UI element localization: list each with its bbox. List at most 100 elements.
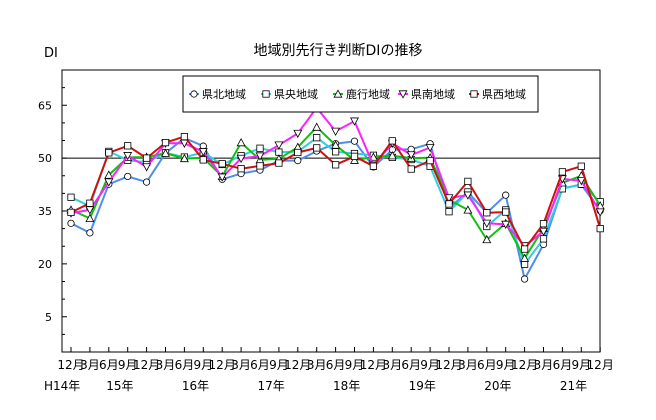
data-point (398, 90, 408, 99)
x-tick-label: 3月 (534, 358, 554, 372)
data-point (539, 227, 548, 237)
x-tick-label: 12月 (511, 358, 538, 372)
x-tick-label: 3月 (80, 358, 100, 372)
y-axis-label: DI (44, 46, 58, 61)
x-tick-label: 3月 (458, 358, 478, 372)
data-point (256, 162, 264, 170)
data-point (520, 275, 529, 283)
data-point (482, 234, 492, 244)
data-point (143, 178, 151, 186)
series-layer (66, 104, 605, 283)
data-point (190, 90, 198, 98)
data-point (331, 148, 340, 156)
data-point (142, 154, 151, 162)
year-label: 15年 (106, 379, 133, 393)
year-label: 21年 (560, 379, 587, 393)
data-point (539, 220, 548, 228)
data-point (445, 200, 453, 208)
tick-marks (62, 69, 601, 352)
data-point (293, 129, 303, 139)
data-point (180, 133, 188, 141)
data-point (387, 151, 397, 160)
data-point (161, 139, 170, 147)
data-point (179, 153, 189, 163)
legend-label: 県南地域 (411, 88, 455, 101)
data-point (104, 170, 114, 179)
x-tick-label: 9月 (345, 358, 365, 372)
chart-title: 地域別先行き判断DIの推移 (254, 43, 423, 59)
data-point (124, 142, 132, 150)
data-point (142, 163, 152, 172)
data-point (463, 205, 473, 214)
data-point (236, 154, 246, 164)
data-point (275, 159, 283, 167)
data-point (501, 220, 511, 230)
data-point (86, 199, 94, 207)
data-point (85, 213, 95, 223)
data-point (470, 90, 478, 98)
data-point (313, 134, 321, 142)
data-point (331, 127, 341, 136)
data-point (256, 144, 264, 152)
data-point (312, 122, 322, 131)
data-point (67, 208, 75, 217)
data-point (331, 161, 340, 169)
data-point (86, 229, 94, 237)
series-4 (66, 104, 605, 251)
x-tick-label: 9月 (420, 358, 440, 372)
data-point (445, 208, 453, 216)
data-point (274, 141, 284, 150)
x-tick-label: 12月 (209, 358, 236, 372)
data-point (596, 225, 604, 233)
data-point (520, 253, 530, 262)
x-tick-label: 6月 (553, 358, 573, 372)
legend-item: 県北地域 (189, 88, 246, 101)
data-point (502, 208, 510, 216)
legend-item: 県央地域 (261, 88, 318, 101)
x-tick-label: 12月 (360, 358, 387, 372)
x-tick-label: 12月 (435, 358, 462, 372)
data-point (407, 165, 415, 173)
legend-item: 県西地域 (469, 88, 526, 101)
legend-item: 県南地域 (398, 88, 455, 101)
data-point (595, 208, 605, 217)
data-point (350, 152, 359, 160)
x-tick-label: 12月 (133, 358, 160, 372)
data-point (521, 260, 529, 268)
data-point (576, 177, 586, 186)
data-point (502, 191, 510, 199)
series-5 (67, 133, 604, 253)
x-tick-label: 3月 (382, 358, 402, 372)
data-point (482, 219, 492, 228)
legend-label: 鹿行地域 (346, 87, 390, 101)
data-point (161, 148, 170, 157)
x-tick-label: 9月 (118, 358, 138, 372)
data-point (369, 162, 378, 170)
series-3 (66, 122, 605, 262)
x-tick-label: 12月 (587, 358, 614, 372)
x-tick-label: 12月 (284, 358, 311, 372)
data-point (521, 245, 529, 253)
x-tick-label: 3月 (156, 358, 176, 372)
data-point (199, 156, 207, 164)
x-tick-label: 6月 (477, 358, 497, 372)
data-point (236, 137, 246, 147)
data-point (388, 137, 396, 145)
data-point (483, 209, 491, 217)
series-line (70, 137, 602, 280)
x-tick-label: 9月 (571, 358, 591, 372)
y-tick-label: 20 (38, 258, 52, 271)
data-point (539, 235, 548, 243)
x-tick-label: 3月 (231, 358, 251, 372)
data-point (67, 219, 75, 227)
y-tick-label: 50 (38, 152, 52, 165)
x-tick-label: 6月 (326, 358, 346, 372)
year-label: 19年 (409, 379, 436, 393)
data-point (198, 148, 208, 157)
data-point (333, 89, 343, 98)
data-point (350, 137, 359, 145)
data-point (350, 117, 359, 126)
x-tick-label: 9月 (269, 358, 289, 372)
